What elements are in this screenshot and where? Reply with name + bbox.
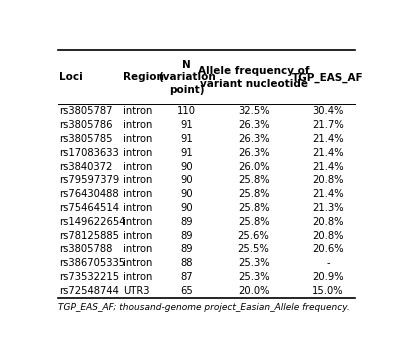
Text: Region: Region: [123, 72, 164, 82]
Text: TGP_EAS_AF: TGP_EAS_AF: [292, 72, 364, 83]
Text: rs75464514: rs75464514: [59, 203, 119, 213]
Text: intron: intron: [123, 134, 152, 144]
Text: intron: intron: [123, 189, 152, 199]
Text: 65: 65: [180, 286, 193, 296]
Text: 26.3%: 26.3%: [238, 134, 270, 144]
Text: 25.8%: 25.8%: [238, 203, 270, 213]
Text: rs76430488: rs76430488: [59, 189, 119, 199]
Text: 25.6%: 25.6%: [238, 231, 270, 240]
Text: Loci: Loci: [59, 72, 83, 82]
Text: 20.8%: 20.8%: [312, 231, 344, 240]
Text: rs3805787: rs3805787: [59, 106, 113, 116]
Text: 90: 90: [180, 162, 193, 171]
Text: 25.8%: 25.8%: [238, 175, 270, 185]
Text: 91: 91: [180, 148, 193, 158]
Text: rs3805785: rs3805785: [59, 134, 113, 144]
Text: 20.8%: 20.8%: [312, 217, 344, 227]
Text: 25.8%: 25.8%: [238, 189, 270, 199]
Text: 90: 90: [180, 175, 193, 185]
Text: rs386705335: rs386705335: [59, 258, 126, 268]
Text: 20.8%: 20.8%: [312, 175, 344, 185]
Text: 21.3%: 21.3%: [312, 203, 344, 213]
Text: UTR3: UTR3: [123, 286, 150, 296]
Text: 91: 91: [180, 134, 193, 144]
Text: rs3840372: rs3840372: [59, 162, 113, 171]
Text: intron: intron: [123, 258, 152, 268]
Text: 89: 89: [180, 231, 193, 240]
Text: 21.4%: 21.4%: [312, 162, 344, 171]
Text: -: -: [326, 258, 330, 268]
Text: intron: intron: [123, 162, 152, 171]
Text: rs73532215: rs73532215: [59, 272, 120, 282]
Text: 110: 110: [177, 106, 196, 116]
Text: 21.7%: 21.7%: [312, 120, 344, 130]
Text: 89: 89: [180, 244, 193, 255]
Text: Allele frequency of
variant nucleotide: Allele frequency of variant nucleotide: [198, 66, 309, 88]
Text: 25.3%: 25.3%: [238, 258, 270, 268]
Text: rs17083633: rs17083633: [59, 148, 119, 158]
Text: rs79597379: rs79597379: [59, 175, 120, 185]
Text: 21.4%: 21.4%: [312, 148, 344, 158]
Text: 26.3%: 26.3%: [238, 120, 270, 130]
Text: 21.4%: 21.4%: [312, 134, 344, 144]
Text: 25.8%: 25.8%: [238, 217, 270, 227]
Text: rs149622654: rs149622654: [59, 217, 126, 227]
Text: rs3805786: rs3805786: [59, 120, 113, 130]
Text: rs72548744: rs72548744: [59, 286, 119, 296]
Text: 87: 87: [180, 272, 193, 282]
Text: 20.9%: 20.9%: [312, 272, 344, 282]
Text: 26.3%: 26.3%: [238, 148, 270, 158]
Text: intron: intron: [123, 217, 152, 227]
Text: N
(variation
point): N (variation point): [158, 60, 216, 95]
Text: intron: intron: [123, 148, 152, 158]
Text: 25.5%: 25.5%: [238, 244, 270, 255]
Text: intron: intron: [123, 231, 152, 240]
Text: 25.3%: 25.3%: [238, 272, 270, 282]
Text: 90: 90: [180, 189, 193, 199]
Text: 91: 91: [180, 120, 193, 130]
Text: 89: 89: [180, 217, 193, 227]
Text: 21.4%: 21.4%: [312, 189, 344, 199]
Text: 30.4%: 30.4%: [312, 106, 344, 116]
Text: rs78125885: rs78125885: [59, 231, 119, 240]
Text: 32.5%: 32.5%: [238, 106, 270, 116]
Text: 90: 90: [180, 203, 193, 213]
Text: intron: intron: [123, 272, 152, 282]
Text: 26.0%: 26.0%: [238, 162, 270, 171]
Text: intron: intron: [123, 106, 152, 116]
Text: intron: intron: [123, 203, 152, 213]
Text: 15.0%: 15.0%: [312, 286, 344, 296]
Text: intron: intron: [123, 175, 152, 185]
Text: TGP_EAS_AF; thousand-genome project_Easian_Allele frequency.: TGP_EAS_AF; thousand-genome project_Easi…: [58, 303, 350, 312]
Text: rs3805788: rs3805788: [59, 244, 113, 255]
Text: intron: intron: [123, 244, 152, 255]
Text: 20.0%: 20.0%: [238, 286, 269, 296]
Text: 20.6%: 20.6%: [312, 244, 344, 255]
Text: 88: 88: [180, 258, 193, 268]
Text: intron: intron: [123, 120, 152, 130]
